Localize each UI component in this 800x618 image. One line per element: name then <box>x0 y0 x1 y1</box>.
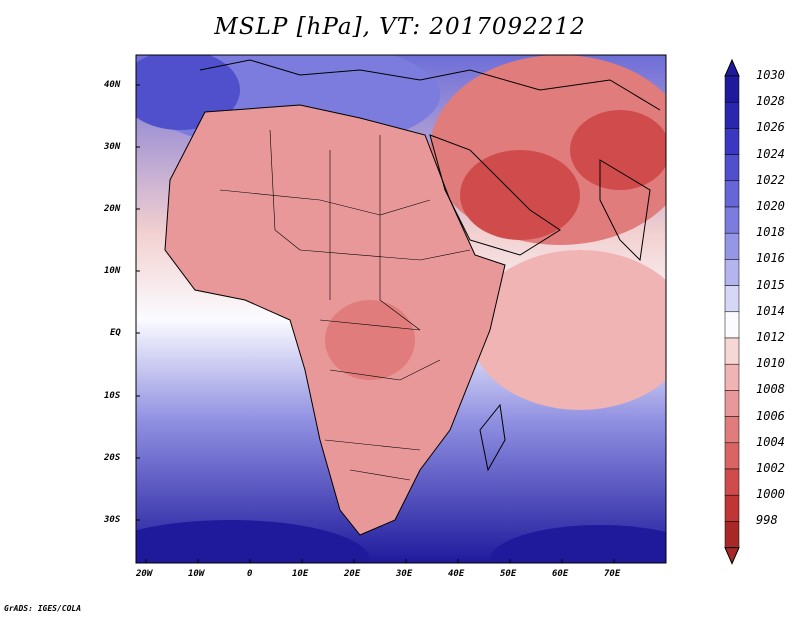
colorbar-label: 1000 <box>756 487 785 502</box>
eurasia-coastline <box>199 59 661 111</box>
south-atlantic-high-region <box>136 520 370 563</box>
colorbar-swatch <box>724 416 740 444</box>
colorbar-swatch <box>724 468 740 496</box>
colorbar-label: 1012 <box>756 330 785 344</box>
colorbar-label: 1004 <box>756 434 785 449</box>
colorbar-swatch <box>724 311 740 339</box>
colorbar-label: 1002 <box>756 461 785 475</box>
lat-label-10s: 10S <box>104 391 121 401</box>
lat-label-10n: 10N <box>104 266 121 276</box>
colorbar-label: 1015 <box>756 277 785 292</box>
colorbar-swatch <box>724 494 740 522</box>
colorbar-bottom-arrow <box>724 547 740 565</box>
credit-text: GrADS: IGES/COLA <box>4 604 82 613</box>
colorbar-swatch <box>724 337 740 365</box>
colorbar-swatch <box>724 232 740 260</box>
colorbar-label: 1022 <box>756 172 785 187</box>
colorbar-swatch <box>724 180 740 208</box>
lat-label-40n: 40N <box>104 80 121 90</box>
colorbar-label: 1016 <box>756 251 785 266</box>
country-borders <box>219 129 471 481</box>
colorbar-swatch <box>724 206 740 234</box>
colorbar-swatch <box>724 128 740 155</box>
colorbar-swatch <box>724 442 740 470</box>
lon-label-70e: 70E <box>604 569 621 579</box>
colorbar-label: 1010 <box>756 356 785 371</box>
lon-label-40e: 40E <box>448 569 465 579</box>
colorbar-label: 1028 <box>756 94 785 109</box>
indian-ocean-region <box>470 250 666 410</box>
arabia-coastline <box>429 134 561 256</box>
colorbar-label: 1008 <box>756 382 785 397</box>
lat-label-20s: 20S <box>104 453 121 463</box>
lat-label-30n: 30N <box>104 142 121 152</box>
colorbar-label: 1024 <box>756 146 785 161</box>
lon-label-20e: 20E <box>344 569 361 579</box>
lon-label-50e: 50E <box>500 569 517 579</box>
lat-label-eq: EQ <box>110 328 121 338</box>
lon-label-10w: 10W <box>188 569 205 579</box>
colorbar-label: 1018 <box>756 225 785 240</box>
colorbar-swatch <box>724 390 740 417</box>
colorbar-label: 1014 <box>756 303 785 318</box>
colorbar <box>724 58 740 565</box>
colorbar-swatch <box>724 521 740 548</box>
colorbar-top-arrow <box>724 58 740 77</box>
lon-label-30e: 30E <box>396 569 413 579</box>
lat-label-30s: 30S <box>104 515 121 525</box>
map-title: MSLP [hPa], VT: 2017092212 <box>214 14 586 40</box>
colorbar-label: 1030 <box>756 68 785 82</box>
lat-label-20n: 20N <box>104 204 121 214</box>
colorbar-label: 1020 <box>756 199 785 213</box>
colorbar-label: 1026 <box>756 120 785 135</box>
colorbar-swatch <box>724 75 740 103</box>
africa-coastline <box>164 104 506 536</box>
colorbar-swatch <box>724 101 740 129</box>
colorbar-swatch <box>724 363 740 391</box>
plot-frame <box>135 54 667 564</box>
lon-label-20w: 20W <box>136 569 153 579</box>
lon-label-60e: 60E <box>552 569 569 579</box>
colorbar-swatch <box>724 154 740 182</box>
south-indian-high-region <box>490 525 666 563</box>
colorbar-swatch <box>724 285 740 313</box>
madagascar-coastline <box>479 403 506 472</box>
india-coastline <box>599 159 651 262</box>
lon-label-10e: 10E <box>292 569 309 579</box>
lon-label-0: 0 <box>247 569 253 579</box>
colorbar-label: 1006 <box>756 408 785 423</box>
axis-ticks <box>136 84 615 563</box>
map-plot-area <box>136 55 666 563</box>
colorbar-label: 998 <box>756 513 778 528</box>
colorbar-swatch <box>724 259 740 286</box>
